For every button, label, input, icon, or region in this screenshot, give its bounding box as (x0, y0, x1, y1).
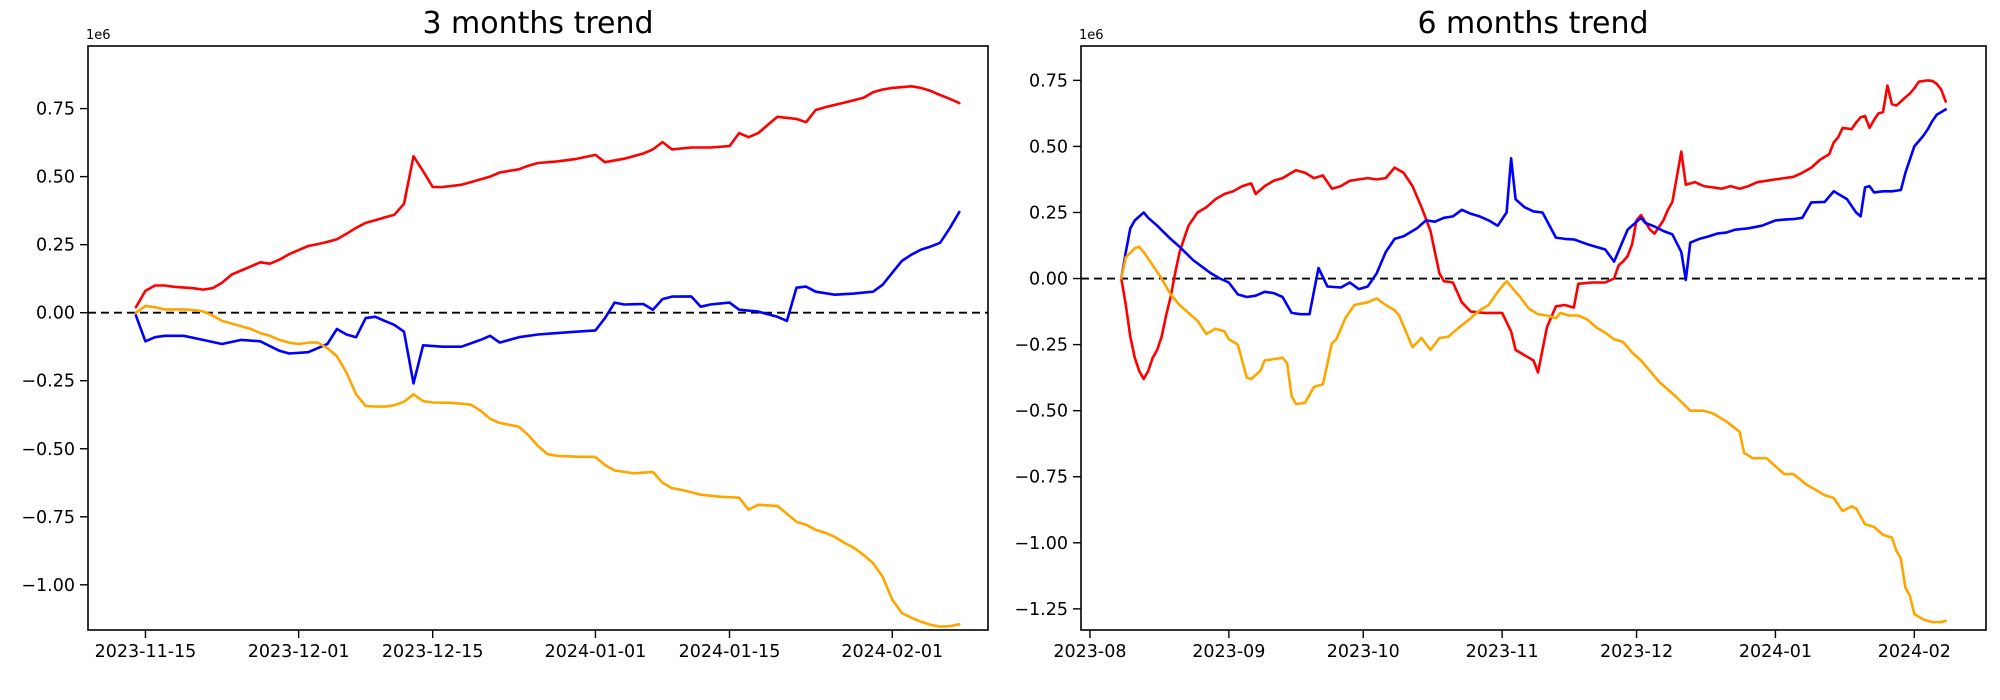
y-axis-offset-label: 1e6 (86, 28, 111, 43)
x-tick-label: 2024-01 (1739, 642, 1812, 662)
y-tick-label: −0.50 (1014, 402, 1068, 422)
x-tick-label: 2023-12-01 (248, 642, 350, 662)
x-tick-label: 2023-11 (1466, 642, 1539, 662)
x-tick-label: 2024-02 (1878, 642, 1951, 662)
orange-series-line (1120, 245, 1947, 624)
x-tick-label: 2023-09 (1192, 642, 1265, 662)
x-tick-label: 2023-12-15 (382, 642, 484, 662)
x-tick-label: 2023-12 (1600, 642, 1673, 662)
red-series-line (134, 85, 961, 309)
red-series-line (1120, 79, 1947, 381)
y-axis-offset-label: 1e6 (1079, 28, 1104, 43)
chart-title: 3 months trend (422, 6, 653, 41)
chart-3-months: 3 months trend 1e6 0.75 0.50 0.25 0.00 −0.25… (21, 6, 989, 662)
plot-area: 0.75 0.50 0.25 0.00 −0.25 −0.50 −0.75 −1.00 −1.2… (1014, 45, 1987, 662)
chart-title: 6 months trend (1417, 6, 1648, 41)
y-tick-label: −0.50 (21, 440, 75, 460)
x-tick-label: 2023-11-15 (95, 642, 197, 662)
y-tick-label: 0.25 (1029, 203, 1068, 223)
y-tick-label: 0.75 (1029, 71, 1068, 91)
x-tick-label: 2024-01-01 (545, 642, 647, 662)
y-tick-label: −0.75 (1014, 468, 1068, 488)
y-tick-label: 0.50 (36, 168, 75, 188)
y-tick-label: 0.50 (1029, 137, 1068, 157)
x-tick-label: 2023-10 (1327, 642, 1400, 662)
y-tick-label: −1.00 (1014, 534, 1068, 554)
y-tick-label: 0.75 (36, 100, 75, 120)
chart-6-months: 6 months trend 1e6 0.75 0.50 0.25 0.00 −0.25… (1014, 6, 1987, 662)
blue-series-line (1120, 108, 1947, 316)
y-tick-label: −1.25 (1014, 600, 1068, 620)
x-tick-label: 2023-08 (1053, 642, 1126, 662)
y-tick-label: −0.75 (21, 508, 75, 528)
y-tick-label: −0.25 (21, 372, 75, 392)
y-tick-label: 0.00 (36, 304, 75, 324)
y-tick-label: 0.00 (1029, 270, 1068, 290)
plot-border (87, 45, 989, 631)
x-tick-label: 2024-02-01 (841, 642, 943, 662)
y-tick-label: 0.25 (36, 236, 75, 256)
blue-series-line (134, 210, 961, 385)
y-tick-label: −1.00 (21, 576, 75, 596)
x-tick-label: 2024-01-15 (679, 642, 781, 662)
plot-border (1080, 45, 1987, 631)
orange-series-line (134, 304, 961, 629)
y-tick-label: −0.25 (1014, 336, 1068, 356)
plot-area: 0.75 0.50 0.25 0.00 −0.25 −0.50 −0.75 −1.00 2023… (21, 45, 989, 662)
